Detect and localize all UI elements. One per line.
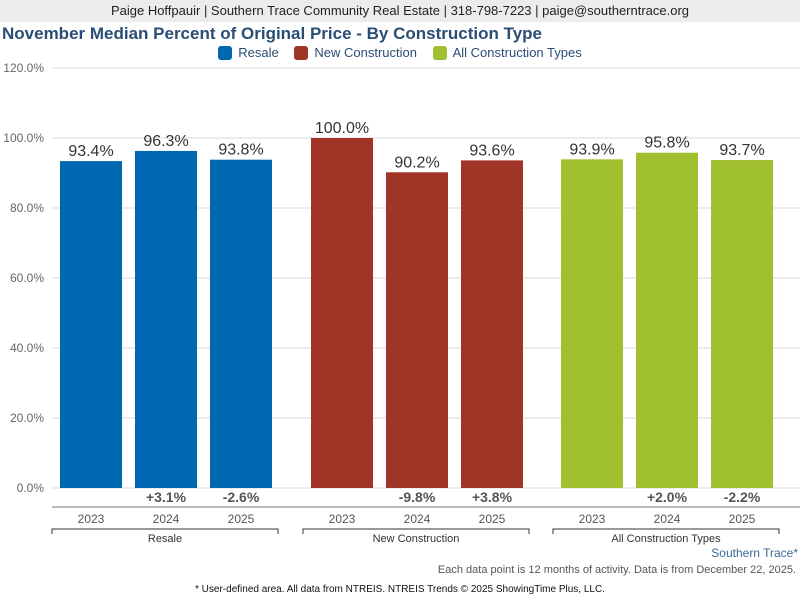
chart-legend: Resale New Construction All Construction… — [0, 45, 800, 63]
bar — [711, 160, 773, 489]
legend-swatch-resale — [218, 45, 233, 60]
group-bracket — [552, 528, 780, 534]
change-label: -9.8% — [399, 489, 436, 505]
x-tick-label: 2025 — [479, 512, 506, 526]
data-label: 93.6% — [469, 142, 514, 159]
x-tick-label: 2024 — [654, 512, 681, 526]
group-bracket — [302, 528, 530, 534]
bar — [636, 152, 698, 488]
disclaimer: * User-defined area. All data from NTREI… — [195, 584, 605, 595]
bar — [311, 138, 373, 488]
x-tick-label: 2024 — [153, 512, 180, 526]
group-label: All Construction Types — [611, 533, 721, 545]
change-label: -2.2% — [724, 489, 761, 505]
x-tick-label: 2025 — [729, 512, 756, 526]
data-label: 93.9% — [569, 141, 614, 158]
bar — [135, 150, 197, 488]
data-label: 96.3% — [143, 133, 188, 150]
y-tick-label: 0.0% — [17, 481, 45, 495]
x-tick-label: 2023 — [579, 512, 606, 526]
change-label: +3.1% — [146, 489, 187, 505]
area-label: Southern Trace* — [711, 546, 798, 560]
legend-label: All Construction Types — [452, 45, 582, 60]
change-label: -2.6% — [223, 489, 260, 505]
x-tick-label: 2023 — [329, 512, 356, 526]
data-label: 90.2% — [394, 154, 439, 171]
y-tick-label: 60.0% — [10, 271, 44, 285]
change-label: +3.8% — [472, 489, 513, 505]
group-label: Resale — [148, 533, 182, 545]
legend-item-all-construction-types[interactable]: All Construction Types — [432, 45, 582, 60]
group-bracket — [51, 528, 279, 534]
data-note: Each data point is 12 months of activity… — [437, 564, 796, 576]
contact-header: Paige Hoffpauir | Southern Trace Communi… — [0, 0, 800, 22]
chart-title: November Median Percent of Original Pric… — [2, 24, 543, 43]
bar — [60, 161, 122, 488]
legend-swatch-all-types — [432, 45, 447, 60]
y-tick-label: 20.0% — [10, 411, 44, 425]
data-label: 93.8% — [218, 142, 263, 159]
legend-swatch-new-construction — [294, 45, 309, 60]
bar — [461, 160, 523, 488]
data-label: 93.4% — [68, 143, 113, 160]
data-label: 95.8% — [644, 135, 689, 152]
y-tick-label: 80.0% — [10, 201, 44, 215]
legend-item-new-construction[interactable]: New Construction — [294, 45, 417, 60]
change-label: +2.0% — [647, 489, 688, 505]
legend-label: New Construction — [314, 45, 417, 60]
legend-label: Resale — [238, 45, 279, 60]
y-tick-label: 40.0% — [10, 341, 44, 355]
x-tick-label: 2024 — [404, 512, 431, 526]
x-tick-label: 2023 — [78, 512, 105, 526]
bar — [561, 159, 623, 488]
y-tick-label: 100.0% — [3, 131, 44, 145]
group-label: New Construction — [373, 533, 460, 545]
y-tick-label: 120.0% — [3, 61, 44, 75]
x-tick-label: 2025 — [228, 512, 255, 526]
bar — [386, 172, 448, 489]
bar — [210, 159, 272, 488]
data-label: 93.7% — [719, 142, 764, 159]
data-label: 100.0% — [315, 120, 369, 137]
legend-item-resale[interactable]: Resale — [218, 45, 279, 60]
